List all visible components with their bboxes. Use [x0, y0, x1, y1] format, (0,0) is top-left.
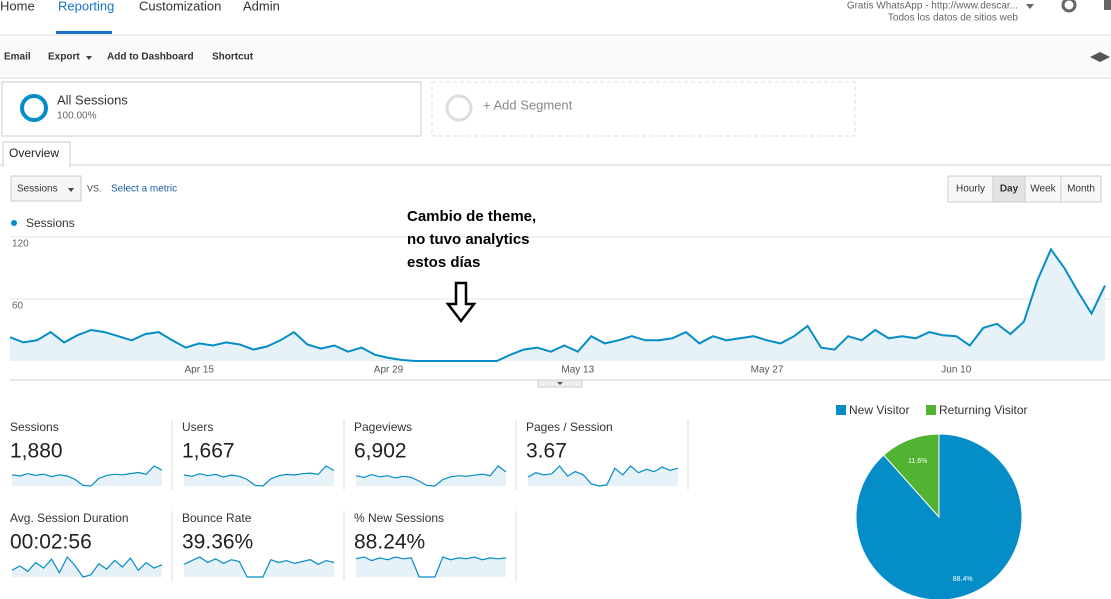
x-tick-label: May 27: [751, 365, 784, 376]
nav-active-underline: [56, 31, 112, 34]
bell-icon[interactable]: [1104, 0, 1111, 10]
sparkline: [355, 556, 507, 578]
add-segment-card[interactable]: [431, 81, 856, 137]
legend-swatch: [926, 405, 936, 415]
toolbar-item[interactable]: Add to Dashboard: [107, 52, 194, 63]
period-button[interactable]: [1060, 175, 1102, 203]
metric-label: % New Sessions: [354, 511, 444, 525]
sparkline-area: [12, 557, 162, 577]
metrics-grid: Sessions 1,880 Users 1,667 Pageviews 6,902 Pag…: [10, 420, 689, 581]
vs-label: VS.: [87, 183, 102, 193]
add-segment[interactable]: + Add Segment: [483, 97, 573, 112]
metric-label: Bounce Rate: [182, 511, 252, 525]
sparkline-area: [184, 557, 334, 577]
metric-value: 6,902: [354, 440, 407, 463]
legend-label: Returning Visitor: [939, 403, 1028, 417]
legend-label: Sessions: [26, 216, 75, 230]
tab[interactable]: [2, 141, 71, 167]
sparkline-area: [356, 557, 506, 577]
pie-slice: [855, 433, 1023, 599]
legend-swatch: [836, 405, 846, 415]
segment-share: 100.00%: [57, 111, 97, 122]
sparkline: [183, 556, 335, 578]
tab-mask: [4, 164, 69, 167]
sparkline-area: [12, 466, 162, 486]
metric-value: 00:02:56: [10, 531, 92, 554]
view-name: Todos los datos de sitios web: [888, 13, 1019, 24]
metric-select[interactable]: [10, 175, 82, 202]
metric-value: 1,667: [182, 440, 235, 463]
line-chart: 60 120 Apr 15 Apr 29 May 13 May 27 Jun 10: [9, 236, 1111, 381]
collapse-caret: [557, 382, 563, 385]
metric-select-label[interactable]: Sessions: [17, 184, 58, 195]
metric-label: Sessions: [10, 420, 59, 434]
metric-value: 1,880: [10, 440, 63, 463]
toolbar-item[interactable]: Email: [4, 52, 31, 63]
sparkline: [355, 465, 507, 487]
sparkline: [183, 465, 335, 487]
nav-item[interactable]: Home: [0, 0, 35, 13]
annotation: no tuvo analytics: [407, 231, 530, 248]
toolbar-bg: [0, 36, 1111, 78]
toolbar-item[interactable]: Export: [48, 52, 80, 63]
pie-slice: [883, 433, 940, 519]
add-segment-icon: [445, 94, 473, 122]
settings-icon[interactable]: [1061, 0, 1077, 13]
nav-item[interactable]: Customization: [139, 0, 221, 13]
slice-label: 11.6%: [908, 458, 927, 465]
period-label[interactable]: Day: [1000, 184, 1019, 195]
segment-icon: [20, 94, 48, 122]
period-label[interactable]: Month: [1067, 184, 1095, 195]
x-tick-label: Apr 15: [185, 365, 215, 376]
metric-label: Pageviews: [354, 420, 412, 434]
period-label[interactable]: Week: [1030, 184, 1056, 195]
metric-label: Avg. Session Duration: [10, 511, 129, 525]
x-tick-label: May 13: [561, 365, 594, 376]
sparkline-area: [528, 466, 678, 486]
metric-label: Users: [182, 420, 213, 434]
select-metric-link[interactable]: Select a metric: [111, 184, 177, 195]
sparkline: [11, 465, 163, 487]
line: [9, 247, 1106, 362]
metric-value: 3.67: [526, 440, 567, 463]
annotation: estos días: [407, 254, 480, 271]
period-buttons: Hourly Day Week Month: [947, 175, 1102, 203]
pie-chart: New Visitor Returning Visitor 88.4% 11.6%: [836, 403, 1028, 599]
metric-label: Pages / Session: [526, 420, 613, 434]
y-tick-label: 120: [12, 239, 29, 250]
sparkline-area: [356, 466, 506, 486]
period-button[interactable]: [992, 175, 1026, 203]
sparkline: [527, 465, 679, 487]
tab-label[interactable]: Overview: [9, 146, 59, 160]
metric-value: 39.36%: [182, 531, 253, 554]
annotation-arrow: [445, 281, 477, 324]
segment-card[interactable]: [1, 81, 422, 137]
x-tick-label: Jun 10: [941, 365, 971, 376]
dropdown-caret: [86, 56, 92, 60]
y-tick-label: 60: [12, 301, 24, 312]
nav-item[interactable]: Reporting: [58, 0, 114, 13]
metric-value: 88.24%: [354, 531, 425, 554]
x-tick-label: Apr 29: [374, 365, 404, 376]
area: [10, 249, 1105, 361]
toolbar-item[interactable]: Shortcut: [212, 52, 254, 63]
dropdown-caret: [68, 188, 74, 192]
legend-label: New Visitor: [849, 403, 909, 417]
period-button[interactable]: [1024, 175, 1062, 203]
sparkline-area: [184, 466, 334, 486]
annotation: Cambio de theme,: [407, 208, 536, 225]
nav-item[interactable]: Admin: [243, 0, 280, 13]
legend-swatch: [11, 220, 17, 226]
period-label[interactable]: Hourly: [956, 184, 985, 195]
education-icon[interactable]: [1090, 52, 1110, 62]
slice-label: 88.4%: [953, 576, 973, 583]
property-name[interactable]: Gratis WhatsApp - http://www.descar...: [847, 1, 1018, 12]
sparkline: [11, 555, 163, 578]
segment-name: All Sessions: [57, 92, 128, 107]
dropdown-caret: [1026, 4, 1034, 9]
